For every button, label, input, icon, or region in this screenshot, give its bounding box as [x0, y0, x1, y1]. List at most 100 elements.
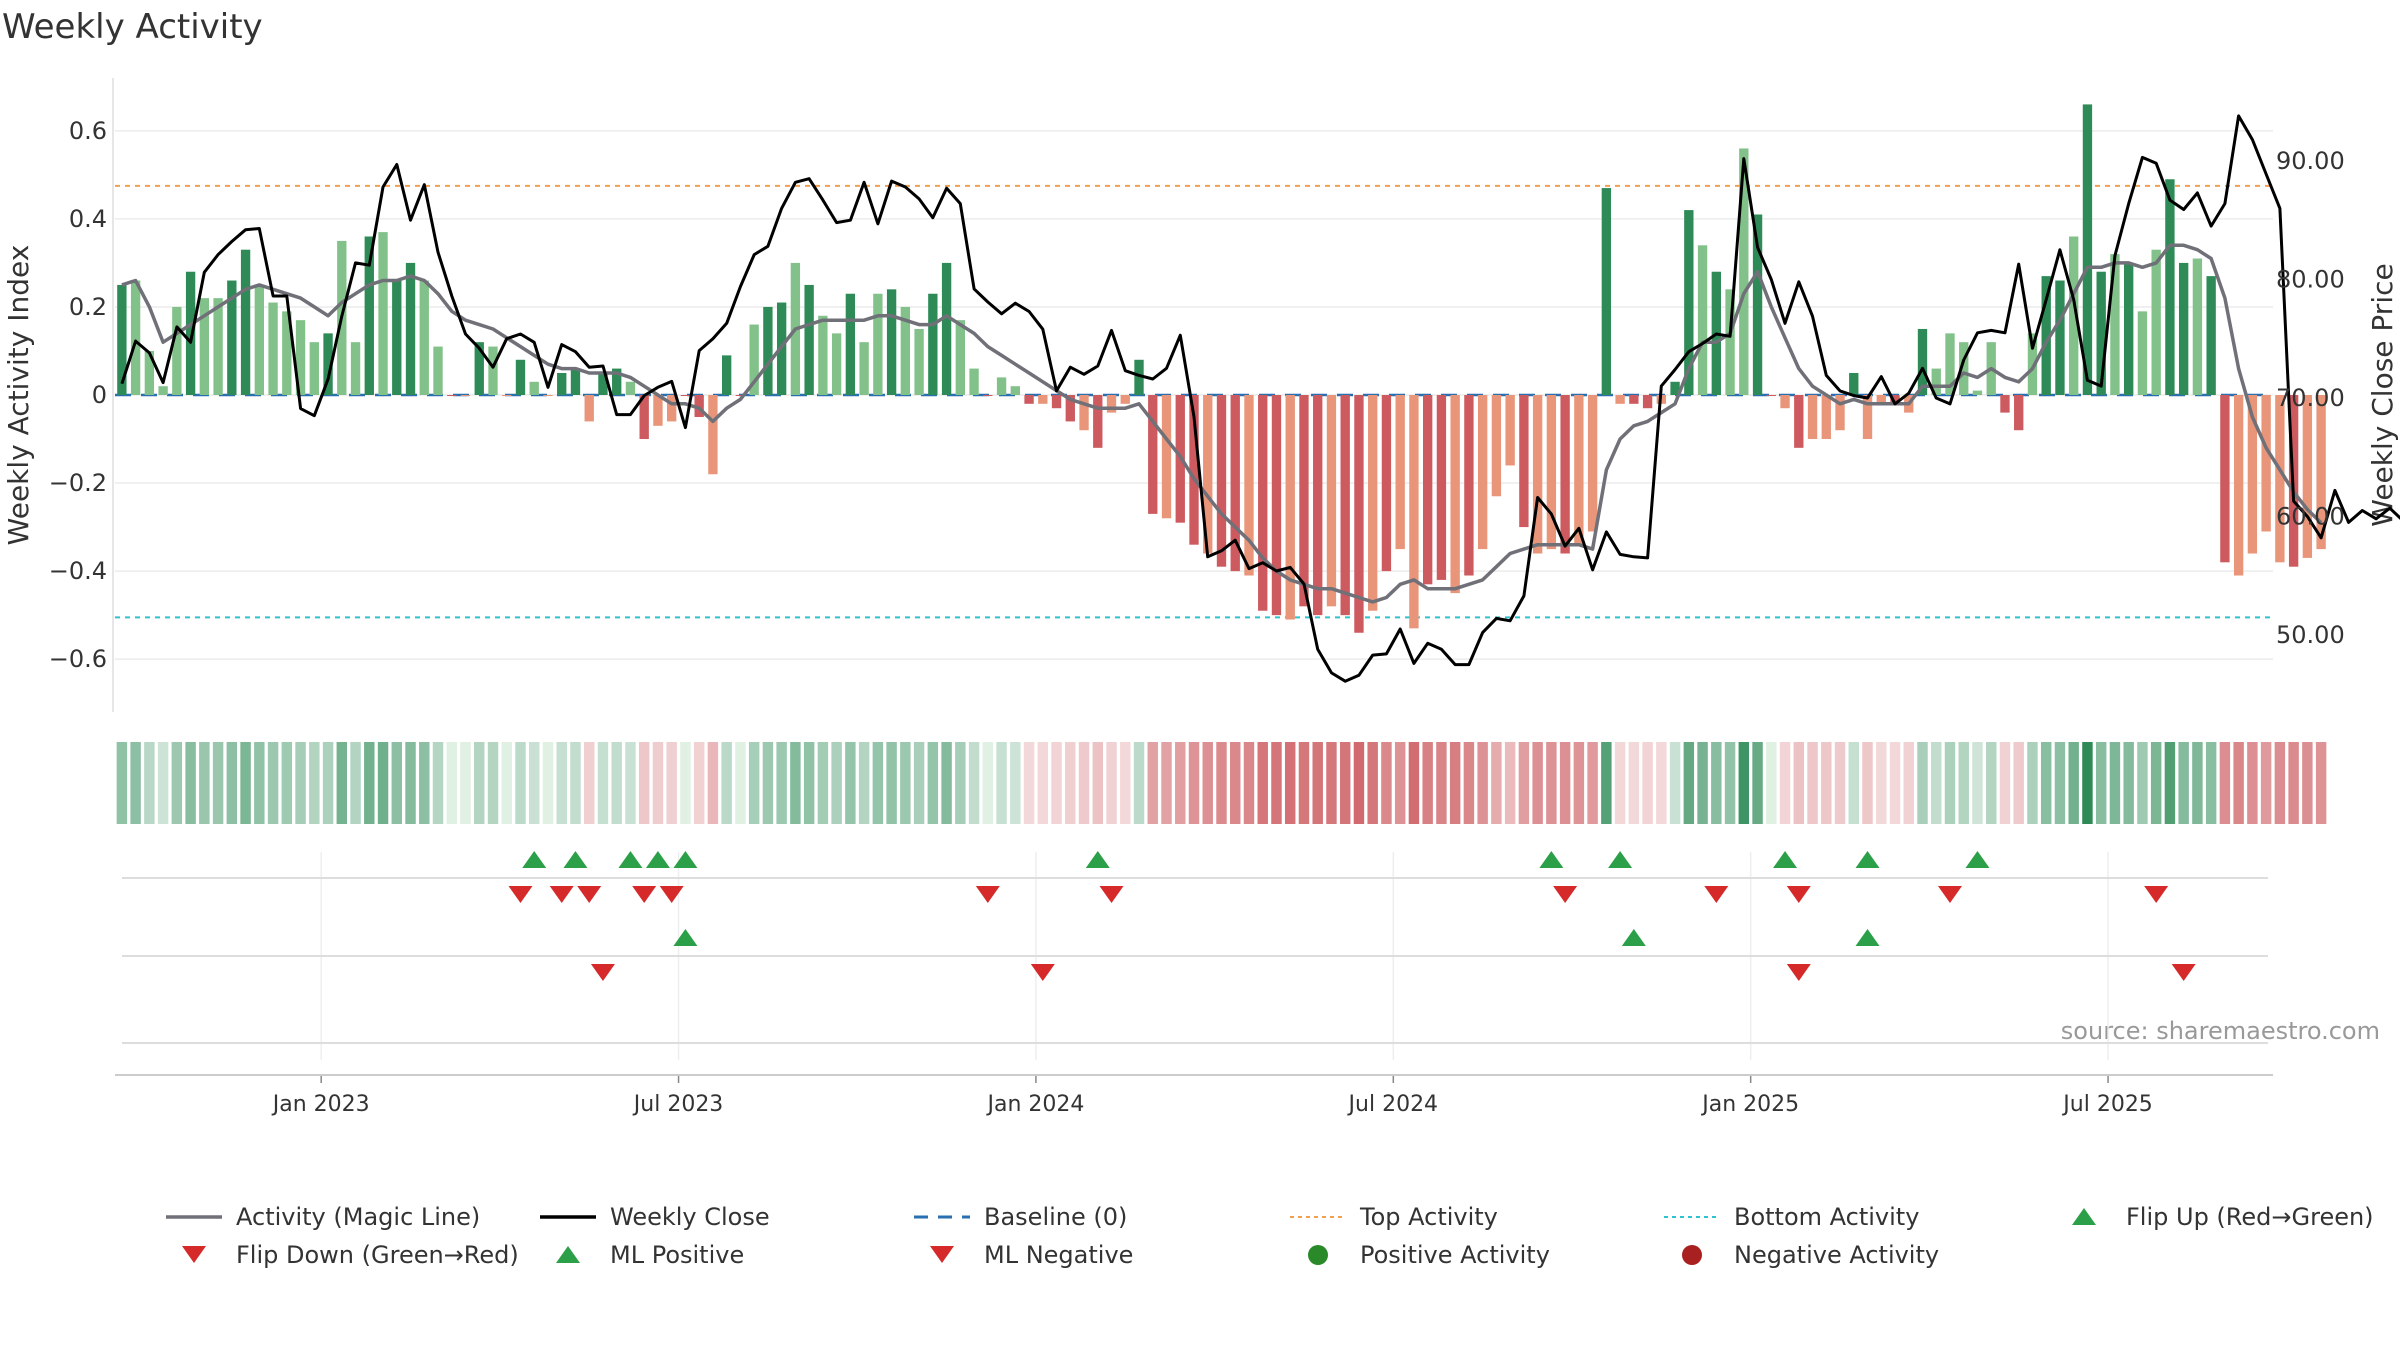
- heat-strip-cell: [1312, 742, 1323, 824]
- heat-strip-cell: [2137, 742, 2148, 824]
- activity-bar: [2124, 262, 2134, 395]
- heat-strip-cell: [1106, 742, 1117, 824]
- activity-bar: [2165, 179, 2175, 395]
- activity-bar: [900, 306, 911, 395]
- activity-bar: [955, 320, 966, 395]
- flip-up-marker: [673, 851, 698, 868]
- activity-bar: [460, 395, 471, 396]
- ml-negative-marker: [2171, 964, 2196, 981]
- heat-strip-cell: [1436, 742, 1447, 824]
- heat-strip-cell: [2123, 742, 2134, 824]
- activity-bar: [2302, 395, 2313, 558]
- heat-strip-cell: [1477, 742, 1488, 824]
- activity-bar: [1244, 395, 1254, 576]
- heat-strip-cell: [1394, 742, 1406, 824]
- heat-strip-cell: [1010, 742, 1021, 824]
- heat-strip-cell: [996, 742, 1007, 824]
- heat-strip-cell: [1573, 742, 1585, 824]
- heat-strip-cell: [2027, 742, 2038, 824]
- activity-bar: [282, 311, 292, 395]
- ml-positive-marker: [1621, 929, 1646, 946]
- activity-bar: [2069, 236, 2079, 395]
- left-tick-label: 0.4: [69, 205, 107, 233]
- activity-bar: [2014, 395, 2024, 431]
- activity-bar: [1134, 359, 1144, 395]
- magic-line-series: [121, 243, 2323, 604]
- activity-bar: [130, 280, 141, 395]
- legend-label: Weekly Close: [610, 1203, 770, 1231]
- heat-strip-cell: [1518, 742, 1530, 824]
- activity-bar: [1972, 390, 1983, 395]
- heat-strip-cell: [1216, 742, 1227, 824]
- activity-bar: [2110, 254, 2120, 395]
- activity-bar: [831, 333, 842, 395]
- legend-label: Positive Activity: [1360, 1241, 1550, 1269]
- heat-strip-cell: [1917, 742, 1928, 824]
- activity-bar: [502, 395, 512, 396]
- heat-strip-cell: [611, 742, 622, 824]
- left-tick-label: −0.2: [49, 469, 107, 497]
- heat-strip-cell: [405, 742, 416, 824]
- legend-circle-icon: [1308, 1245, 1328, 1265]
- activity-bar: [309, 342, 319, 395]
- right-tick-label: 80.00: [2276, 265, 2345, 293]
- right-tick-label: 90.00: [2276, 147, 2345, 175]
- activity-bar: [1876, 395, 1886, 404]
- heat-strip-cell: [1931, 742, 1942, 824]
- heat-strip-cell: [1051, 742, 1062, 824]
- activity-bar: [969, 368, 979, 395]
- activity-bar: [158, 386, 168, 395]
- heat-strip-cell: [501, 742, 512, 824]
- heat-strip-cell: [267, 742, 279, 824]
- heat-strip-cell: [212, 742, 224, 824]
- activity-bar: [1601, 188, 1612, 395]
- activity-bar: [625, 381, 636, 395]
- series-lines: [120, 114, 2400, 683]
- legend-triangle-up-icon: [556, 1246, 580, 1263]
- heat-strip-cell: [1752, 742, 1763, 824]
- heat-strip-cell: [803, 742, 815, 824]
- heat-strip-cell: [1449, 742, 1461, 824]
- activity-bar: [1381, 395, 1392, 572]
- heat-strip-cell: [955, 742, 966, 824]
- legend-label: Top Activity: [1359, 1203, 1498, 1231]
- activity-bar: [1354, 395, 1364, 633]
- heat-strip-cell: [1339, 742, 1351, 824]
- heat-strip-cell: [817, 742, 829, 824]
- heat-strip-cell: [1353, 742, 1365, 824]
- legend-triangle-down-icon: [182, 1246, 206, 1263]
- activity-bar: [1258, 395, 1268, 611]
- activity-bar: [433, 346, 443, 395]
- flip-down-marker: [659, 886, 684, 903]
- heat-strip-cell: [1958, 742, 1969, 824]
- activity-bar: [2275, 395, 2285, 563]
- activity-bar: [1148, 395, 1158, 514]
- activity-bar: [1574, 395, 1584, 545]
- activity-bar: [2041, 276, 2051, 395]
- heat-strip-cell: [1408, 742, 1420, 824]
- activity-bar: [2000, 395, 2010, 413]
- activity-bar: [1051, 395, 1062, 409]
- heat-strip-cell: [2054, 742, 2066, 824]
- heat-strip-cell: [858, 742, 870, 824]
- ml-negative-marker: [590, 964, 615, 981]
- heat-strip-cell: [515, 742, 526, 824]
- heat-strip-cell: [845, 742, 856, 824]
- activity-bar: [1093, 395, 1103, 448]
- heat-strip-cell: [1175, 742, 1186, 824]
- heat-strip-cell: [254, 742, 265, 824]
- heat-strip-cell: [2068, 742, 2079, 824]
- legend-item: Bottom Activity: [1664, 1203, 1919, 1231]
- heat-strip-cell: [432, 742, 444, 824]
- heat-strip-cell: [1284, 742, 1296, 824]
- activity-bar: [172, 306, 182, 395]
- activity-bar: [419, 280, 429, 395]
- activity-bar: [1422, 395, 1433, 585]
- heat-strip-cell: [941, 742, 952, 824]
- heat-strip-cell: [982, 742, 994, 824]
- activity-bar: [1038, 395, 1048, 404]
- ml-negative-marker: [1786, 964, 1811, 981]
- heat-strip-cell: [1504, 742, 1516, 824]
- activity-bar: [323, 333, 333, 395]
